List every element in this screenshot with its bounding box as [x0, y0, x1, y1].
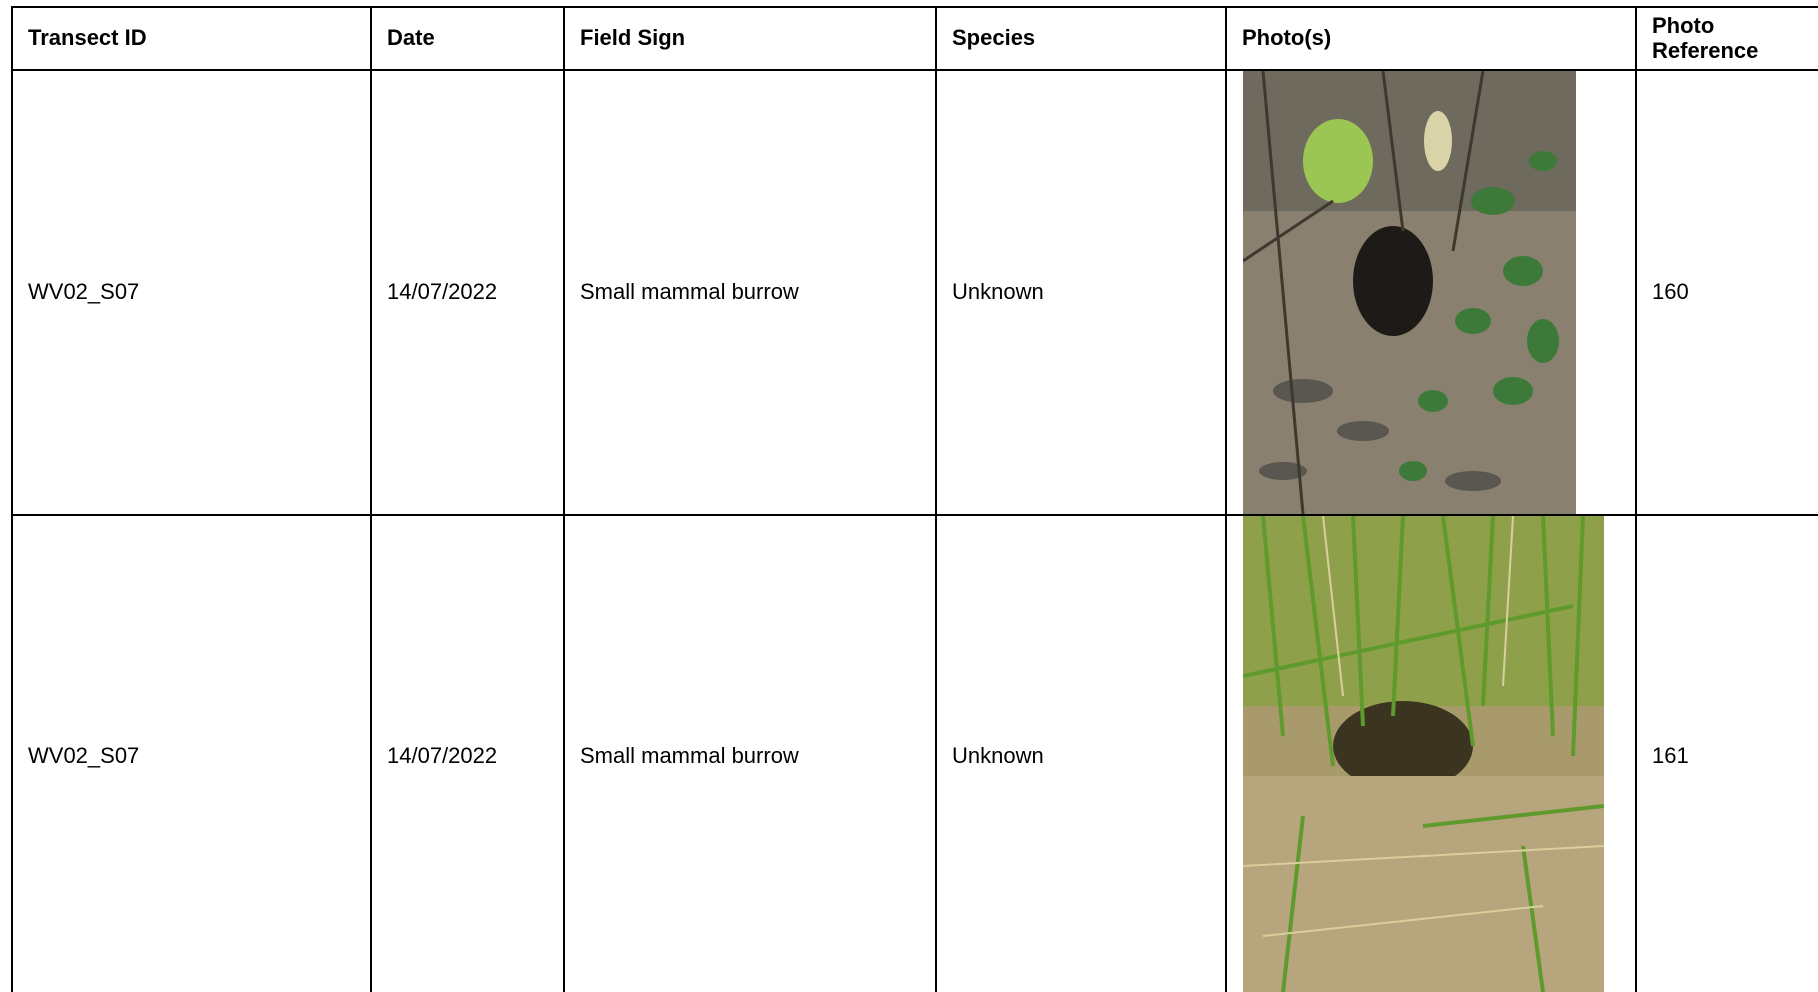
border [11, 514, 1818, 516]
header-cell: Photo(s) [1242, 25, 1332, 51]
header-cell: Species [952, 25, 1036, 51]
photo [1243, 71, 1576, 514]
photo [1243, 516, 1604, 992]
table-cell: 161 [1652, 743, 1689, 768]
border [1225, 6, 1227, 992]
border [370, 6, 372, 992]
header-cell: Transect ID [28, 25, 147, 51]
border [11, 69, 1818, 71]
border [935, 6, 937, 992]
table-cell: Unknown [952, 743, 1044, 768]
table-cell: Small mammal burrow [580, 743, 799, 768]
border [563, 6, 565, 992]
table-cell: 160 [1652, 279, 1689, 304]
border [11, 6, 13, 992]
header-cell: Photo Reference [1652, 13, 1759, 63]
table-cell: WV02_S07 [28, 743, 140, 768]
border [1635, 6, 1637, 992]
table-cell: Unknown [952, 279, 1044, 304]
border [11, 6, 1818, 8]
table-cell: 14/07/2022 [387, 743, 498, 768]
table-cell: 14/07/2022 [387, 279, 498, 304]
table-cell: Small mammal burrow [580, 279, 799, 304]
header-cell: Date [387, 25, 435, 51]
table-cell: WV02_S07 [28, 279, 140, 304]
header-cell: Field Sign [580, 25, 686, 51]
